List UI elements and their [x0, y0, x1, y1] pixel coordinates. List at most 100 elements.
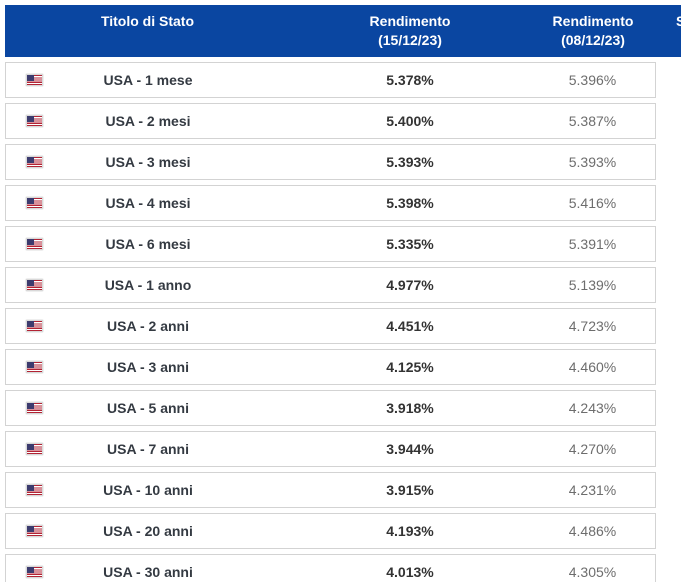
yield-current-value: 5.378%: [386, 72, 434, 88]
yield-current-cell: 5.378%: [290, 62, 530, 98]
yield-previous-value: 5.396%: [568, 72, 617, 88]
yield-current-cell: 4.451%: [290, 308, 530, 344]
clipped-column-cell: [656, 62, 681, 98]
column-header-partial-label: S: [676, 13, 681, 29]
yield-current-cell: 5.393%: [290, 144, 530, 180]
table-row: USA - 1 mese 5.378% 5.396%: [5, 62, 681, 98]
clipped-column-cell: [656, 554, 681, 582]
yield-current-cell: 4.193%: [290, 513, 530, 549]
yield-previous-value: 5.393%: [568, 154, 617, 170]
bond-name-cell: USA - 6 mesi: [5, 226, 290, 262]
column-header-rendimento-current: Rendimento (15/12/23): [290, 5, 530, 57]
yield-current-cell: 4.013%: [290, 554, 530, 582]
bond-name-cell: USA - 3 mesi: [5, 144, 290, 180]
table-row: USA - 6 mesi 5.335% 5.391%: [5, 226, 681, 262]
us-flag-icon: [26, 197, 43, 209]
yield-previous-cell: 4.460%: [530, 349, 656, 385]
bond-name: USA - 1 anno: [104, 277, 192, 293]
bond-name-cell: USA - 2 anni: [5, 308, 290, 344]
yield-previous-value: 4.270%: [568, 441, 617, 457]
header-row: Titolo di Stato Rendimento (15/12/23) Re…: [5, 5, 681, 57]
column-header-rendimento-previous: Rendimento (08/12/23): [530, 5, 656, 57]
bond-name: USA - 30 anni: [103, 564, 193, 580]
us-flag-icon: [26, 402, 43, 414]
yield-current-cell: 3.918%: [290, 390, 530, 426]
yield-previous-cell: 5.387%: [530, 103, 656, 139]
clipped-column-cell: [656, 226, 681, 262]
bond-table-body: USA - 1 mese 5.378% 5.396% USA - 2 mesi …: [5, 62, 681, 582]
yield-previous-cell: 5.393%: [530, 144, 656, 180]
table-row: USA - 1 anno 4.977% 5.139%: [5, 267, 681, 303]
yield-current-value: 5.398%: [386, 195, 434, 211]
us-flag-icon: [26, 566, 43, 578]
yield-current-cell: 5.335%: [290, 226, 530, 262]
us-flag-icon: [26, 238, 43, 250]
yield-previous-cell: 4.305%: [530, 554, 656, 582]
table-row: USA - 10 anni 3.915% 4.231%: [5, 472, 681, 508]
column-header-label-line2: (08/12/23): [561, 32, 625, 48]
bond-name: USA - 6 mesi: [105, 236, 191, 252]
yield-previous-value: 5.139%: [568, 277, 617, 293]
bond-name-cell: USA - 7 anni: [5, 431, 290, 467]
bond-yield-table: Titolo di Stato Rendimento (15/12/23) Re…: [5, 0, 681, 582]
bond-name: USA - 2 anni: [107, 318, 189, 334]
us-flag-icon: [26, 115, 43, 127]
clipped-column-cell: [656, 308, 681, 344]
clipped-column-cell: [656, 390, 681, 426]
bond-name-cell: USA - 1 anno: [5, 267, 290, 303]
column-header-clipped: S: [656, 5, 681, 57]
yield-current-value: 3.915%: [386, 482, 434, 498]
us-flag-icon: [26, 525, 43, 537]
us-flag-icon: [26, 74, 43, 86]
bond-name-cell: USA - 3 anni: [5, 349, 290, 385]
us-flag-icon: [26, 361, 43, 373]
yield-previous-cell: 4.243%: [530, 390, 656, 426]
yield-current-cell: 4.977%: [290, 267, 530, 303]
yield-current-cell: 3.944%: [290, 431, 530, 467]
yield-previous-value: 5.387%: [568, 113, 617, 129]
yield-previous-cell: 5.139%: [530, 267, 656, 303]
table-row: USA - 5 anni 3.918% 4.243%: [5, 390, 681, 426]
clipped-column-cell: [656, 185, 681, 221]
bond-name: USA - 2 mesi: [105, 113, 191, 129]
clipped-column-cell: [656, 103, 681, 139]
yield-previous-cell: 4.486%: [530, 513, 656, 549]
yield-previous-cell: 4.723%: [530, 308, 656, 344]
yield-current-value: 3.918%: [386, 400, 434, 416]
bond-name-cell: USA - 2 mesi: [5, 103, 290, 139]
yield-previous-cell: 4.231%: [530, 472, 656, 508]
yield-previous-value: 4.460%: [568, 359, 617, 375]
yield-current-cell: 5.400%: [290, 103, 530, 139]
table-row: USA - 4 mesi 5.398% 5.416%: [5, 185, 681, 221]
bond-name-cell: USA - 5 anni: [5, 390, 290, 426]
bond-name: USA - 1 mese: [103, 72, 193, 88]
column-header-label-line1: Rendimento: [369, 13, 451, 29]
yield-current-value: 5.335%: [386, 236, 434, 252]
us-flag-icon: [26, 443, 43, 455]
bond-name: USA - 10 anni: [103, 482, 193, 498]
yield-previous-value: 5.391%: [568, 236, 617, 252]
table-row: USA - 30 anni 4.013% 4.305%: [5, 554, 681, 582]
bond-name-cell: USA - 10 anni: [5, 472, 290, 508]
clipped-column-cell: [656, 267, 681, 303]
bond-name-cell: USA - 20 anni: [5, 513, 290, 549]
bond-name-cell: USA - 30 anni: [5, 554, 290, 582]
column-header-label-line1: Rendimento: [552, 13, 634, 29]
yield-previous-value: 4.243%: [568, 400, 617, 416]
yield-current-value: 3.944%: [386, 441, 434, 457]
table-row: USA - 2 mesi 5.400% 5.387%: [5, 103, 681, 139]
yield-previous-cell: 5.416%: [530, 185, 656, 221]
us-flag-icon: [26, 279, 43, 291]
yield-current-value: 5.400%: [386, 113, 434, 129]
us-flag-icon: [26, 320, 43, 332]
yield-current-cell: 3.915%: [290, 472, 530, 508]
yield-current-cell: 4.125%: [290, 349, 530, 385]
bond-name-cell: USA - 4 mesi: [5, 185, 290, 221]
table-row: USA - 7 anni 3.944% 4.270%: [5, 431, 681, 467]
column-header-titolo-di-stato: Titolo di Stato: [5, 5, 290, 57]
yield-previous-value: 4.486%: [568, 523, 617, 539]
table-header: Titolo di Stato Rendimento (15/12/23) Re…: [5, 5, 681, 57]
clipped-column-cell: [656, 349, 681, 385]
us-flag-icon: [26, 156, 43, 168]
clipped-column-cell: [656, 513, 681, 549]
